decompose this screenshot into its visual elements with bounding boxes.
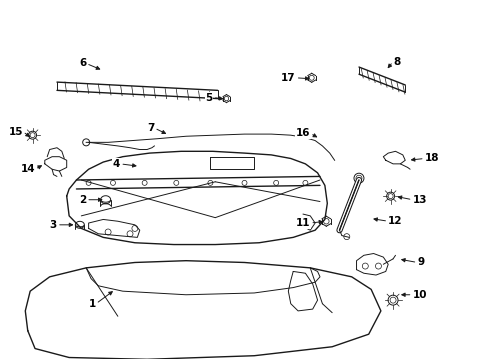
Text: 4: 4: [113, 159, 120, 169]
Text: 1: 1: [88, 299, 96, 309]
Text: 10: 10: [412, 290, 426, 300]
Text: 5: 5: [205, 93, 212, 103]
Text: 18: 18: [424, 153, 438, 163]
Text: 7: 7: [147, 123, 154, 133]
Text: 3: 3: [50, 220, 57, 230]
Text: 11: 11: [295, 218, 309, 228]
Text: 2: 2: [79, 195, 86, 205]
Text: 6: 6: [79, 58, 86, 68]
Text: 16: 16: [295, 129, 309, 138]
Text: 17: 17: [281, 73, 295, 83]
Text: 13: 13: [412, 195, 426, 205]
Text: 8: 8: [392, 57, 400, 67]
Text: 14: 14: [20, 164, 35, 174]
Text: 15: 15: [8, 127, 23, 136]
Text: 12: 12: [387, 216, 402, 226]
Text: 9: 9: [417, 257, 424, 267]
